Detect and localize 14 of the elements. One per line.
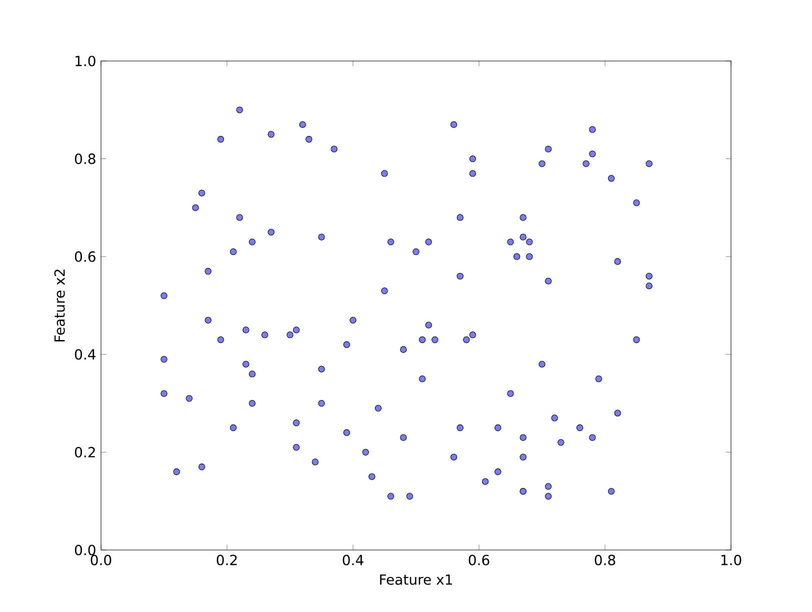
x-tick-label: 0.4	[342, 554, 364, 566]
x-tick-label: 1.0	[721, 554, 742, 566]
y-tick-label: 1.0	[76, 56, 96, 66]
y-tick-label: 0.0	[74, 544, 96, 556]
y-tick-label: 0.4	[74, 349, 96, 360]
y-tick-label: 0.6	[74, 251, 96, 262]
x-axis-title: Feature x1	[380, 574, 452, 585]
x-tick-label: 0.0	[90, 554, 112, 566]
x-tick-label: 0.8	[594, 554, 616, 566]
y-axis-title: Feature x2	[54, 270, 65, 342]
x-tick-label: 0.2	[216, 554, 237, 566]
y-tick-label: 0.2	[74, 446, 95, 458]
y-tick-label: 0.8	[74, 154, 96, 164]
x-tick-label: 0.6	[468, 554, 490, 566]
